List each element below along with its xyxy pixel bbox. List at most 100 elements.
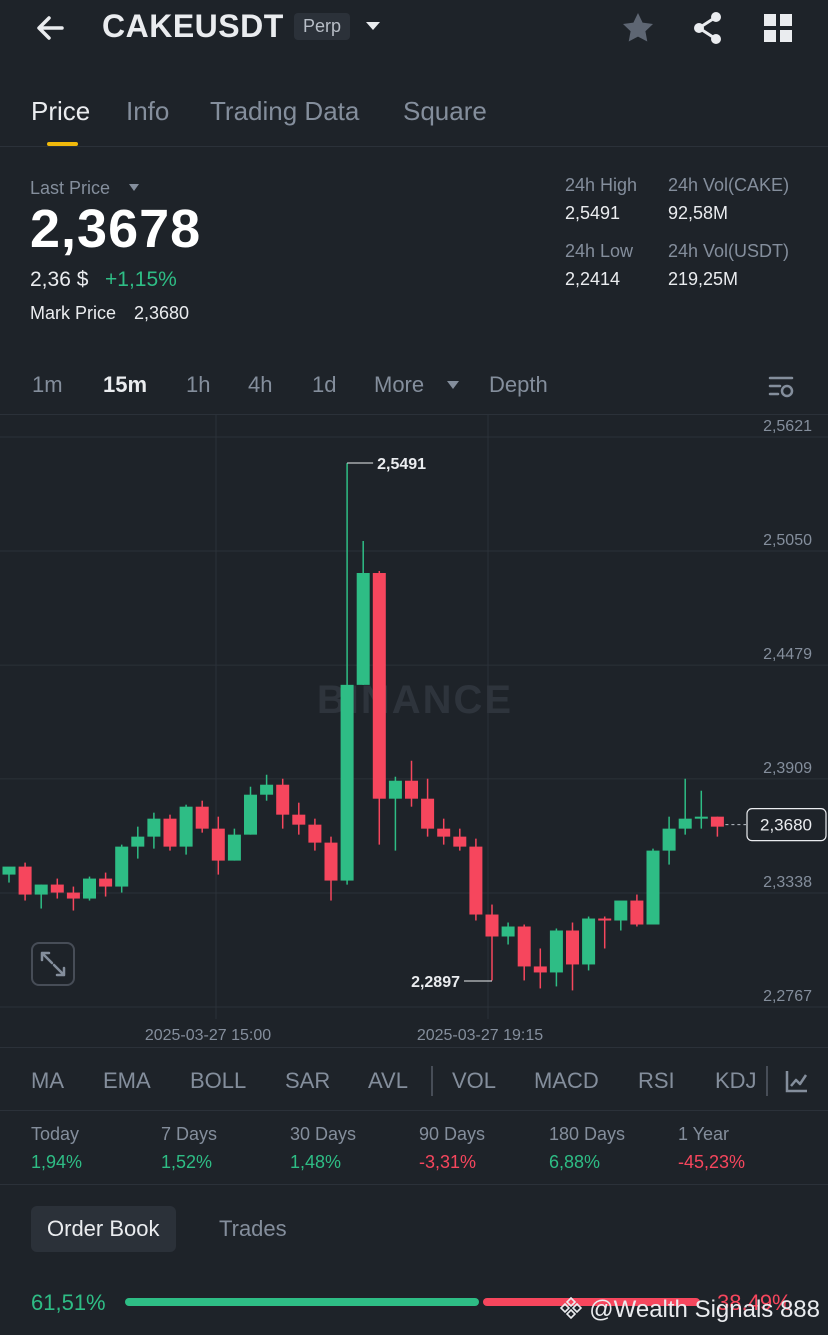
candle-body bbox=[276, 784, 290, 815]
bid-percent: 61,51% bbox=[31, 1290, 106, 1315]
performance-period-label: 90 Days bbox=[419, 1124, 486, 1144]
depth-tab[interactable]: Depth bbox=[489, 372, 548, 397]
candle bbox=[662, 816, 676, 865]
current-price-marker: 2,3680 bbox=[725, 808, 827, 842]
candle bbox=[66, 886, 80, 911]
chart-annotations: 2,5491 2,2897 bbox=[347, 456, 492, 991]
candle bbox=[517, 924, 531, 981]
candle-body bbox=[533, 966, 547, 973]
indicator-ma[interactable]: MA bbox=[31, 1068, 64, 1093]
candle-body bbox=[405, 780, 418, 799]
last-price-label[interactable]: Last Price bbox=[30, 178, 111, 198]
watermark-label: @Wealth Signals 888 bbox=[589, 1296, 820, 1323]
candle-body bbox=[662, 828, 676, 851]
candle bbox=[244, 786, 257, 835]
bid-ratio-bar bbox=[125, 1298, 479, 1306]
symbol-title[interactable]: CAKEUSDT bbox=[102, 8, 284, 44]
candle bbox=[195, 800, 209, 833]
vol-base-label: 24h Vol(CAKE) bbox=[668, 175, 790, 195]
candle-body bbox=[388, 780, 402, 799]
candle-body bbox=[710, 816, 724, 827]
tab-trades[interactable]: Trades bbox=[219, 1216, 287, 1241]
expand-chart-button[interactable] bbox=[31, 942, 75, 986]
candle-body bbox=[179, 806, 193, 847]
candle bbox=[260, 774, 274, 801]
star-icon[interactable] bbox=[620, 10, 656, 46]
timeframe-4h[interactable]: 4h bbox=[248, 372, 273, 397]
candle bbox=[437, 818, 451, 845]
candle-body bbox=[485, 914, 499, 937]
candle bbox=[163, 814, 177, 851]
indicator-kdj[interactable]: KDJ bbox=[715, 1068, 757, 1093]
performance-period-value: 6,88% bbox=[549, 1152, 601, 1172]
candle bbox=[630, 894, 644, 927]
candle bbox=[469, 838, 483, 921]
timeframe-1h[interactable]: 1h bbox=[186, 372, 211, 397]
candle-body bbox=[2, 866, 16, 875]
indicator-rsi[interactable]: RSI bbox=[638, 1068, 675, 1093]
indicator-ema[interactable]: EMA bbox=[103, 1068, 151, 1093]
timeframe-1m[interactable]: 1m bbox=[32, 372, 63, 397]
candle bbox=[99, 872, 113, 897]
x-axis: 2025-03-27 15:00 2025-03-27 19:15 bbox=[145, 1027, 543, 1044]
current-price-box bbox=[746, 808, 827, 842]
tab-square[interactable]: Square bbox=[403, 96, 487, 126]
indicator-macd[interactable]: MACD bbox=[534, 1068, 599, 1093]
candle-body bbox=[598, 918, 612, 921]
indicator-sar[interactable]: SAR bbox=[285, 1068, 331, 1093]
last-price-caret-icon[interactable] bbox=[128, 183, 140, 192]
candle bbox=[227, 828, 241, 861]
y-tick-label: 2,5050 bbox=[763, 532, 812, 549]
candle-body bbox=[566, 930, 579, 965]
tab-info[interactable]: Info bbox=[126, 96, 170, 126]
back-arrow-icon[interactable] bbox=[32, 10, 68, 46]
candle-body bbox=[211, 828, 225, 861]
chart-settings-icon[interactable] bbox=[768, 374, 796, 400]
tab-order-book[interactable]: Order Book bbox=[31, 1206, 176, 1252]
tab-price[interactable]: Price bbox=[31, 96, 91, 126]
timeframe-15m[interactable]: 15m bbox=[103, 372, 148, 397]
candle bbox=[115, 844, 129, 893]
vol-base-value: 92,58M bbox=[668, 203, 729, 223]
candle bbox=[501, 922, 515, 945]
timeframe-more[interactable]: More bbox=[374, 372, 425, 397]
indicator-avl[interactable]: AVL bbox=[368, 1068, 408, 1093]
candle bbox=[50, 878, 64, 899]
ask-ratio-bar bbox=[483, 1298, 700, 1306]
ask-percent: 38,49% bbox=[717, 1290, 792, 1315]
tabs-divider bbox=[0, 146, 828, 147]
performance-period-value: 1,48% bbox=[290, 1152, 342, 1172]
candle bbox=[372, 571, 386, 845]
tab-trading-data[interactable]: Trading Data bbox=[210, 96, 360, 126]
x-tick-label: 2025-03-27 19:15 bbox=[417, 1027, 543, 1044]
candle bbox=[582, 916, 596, 971]
candle-body bbox=[549, 930, 563, 973]
share-icon[interactable] bbox=[690, 10, 726, 46]
chevron-down-icon[interactable] bbox=[364, 20, 382, 32]
performance-period-value: -3,31% bbox=[419, 1152, 477, 1172]
timeframe-1d[interactable]: 1d bbox=[312, 372, 337, 397]
candle-body bbox=[324, 842, 338, 881]
low-24h-value: 2,2414 bbox=[565, 269, 621, 289]
candle-body bbox=[34, 884, 48, 895]
candle-body bbox=[99, 878, 113, 887]
candle-body bbox=[437, 828, 451, 837]
indicator-boll[interactable]: BOLL bbox=[190, 1068, 247, 1093]
performance-period-label: 1 Year bbox=[678, 1124, 730, 1144]
candle-body bbox=[227, 834, 241, 861]
candle bbox=[2, 866, 16, 883]
indicator-vol[interactable]: VOL bbox=[452, 1068, 497, 1093]
mark-price-value: 2,3680 bbox=[134, 303, 190, 323]
candle bbox=[83, 876, 96, 901]
candle bbox=[131, 826, 145, 859]
more-caret-icon[interactable] bbox=[446, 380, 460, 390]
candle-body bbox=[83, 878, 96, 899]
candle-body bbox=[421, 798, 435, 829]
low-24h-label: 24h Low bbox=[565, 241, 634, 261]
indicator-settings-icon[interactable] bbox=[784, 1068, 810, 1094]
grid-icon[interactable] bbox=[760, 10, 796, 46]
candle-body bbox=[453, 836, 467, 847]
price-change: +1,15% bbox=[105, 268, 177, 291]
performance-period-label: 7 Days bbox=[161, 1124, 218, 1144]
